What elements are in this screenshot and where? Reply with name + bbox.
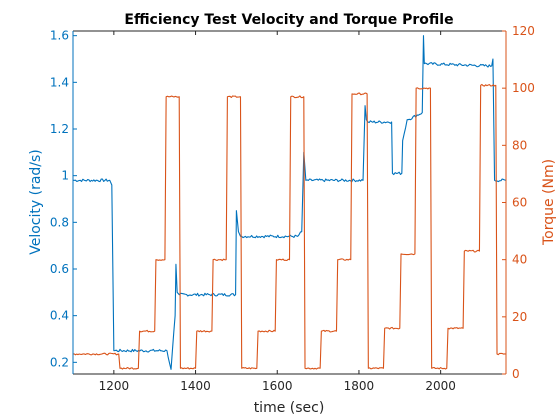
y-right-tick-label: 80 <box>512 138 527 152</box>
y-axis-right-title: Torque (Nm) <box>541 159 557 246</box>
x-tick-label: 1400 <box>180 379 211 393</box>
y-left-tick-label: 1.2 <box>50 122 69 136</box>
x-axis-title: time (sec) <box>254 400 325 416</box>
y-right-tick-label: 120 <box>512 24 535 38</box>
y-left-tick-label: 0.4 <box>50 309 69 323</box>
y-right-tick-label: 60 <box>512 196 527 210</box>
velocity-series-line <box>72 35 507 370</box>
y-left-tick-label: 1 <box>61 169 69 183</box>
y-right-tick-label: 100 <box>512 81 535 95</box>
y-left-tick-label: 0.2 <box>50 355 69 369</box>
y-left-tick-label: 0.8 <box>50 215 69 229</box>
series-layer <box>72 35 507 370</box>
y-left-tick-label: 1.6 <box>50 29 69 43</box>
y-right-tick-label: 0 <box>512 367 520 381</box>
y-right-tick-label: 20 <box>512 310 527 324</box>
chart-title: Efficiency Test Velocity and Torque Prof… <box>124 12 453 28</box>
x-tick-label: 1800 <box>344 379 375 393</box>
torque-series-line <box>72 83 507 370</box>
x-tick-label: 2000 <box>425 379 456 393</box>
y-left-tick-label: 1.4 <box>50 75 69 89</box>
y-axis-left-title: Velocity (rad/s) <box>28 149 44 255</box>
y-right-tick-label: 40 <box>512 253 527 267</box>
x-tick-label: 1600 <box>262 379 293 393</box>
x-tick-label: 1200 <box>99 379 130 393</box>
axes-layer: 1200 1400 1600 1800 20000.20.40.60.811.21.41… <box>50 24 535 393</box>
y-left-tick-label: 0.6 <box>50 262 69 276</box>
